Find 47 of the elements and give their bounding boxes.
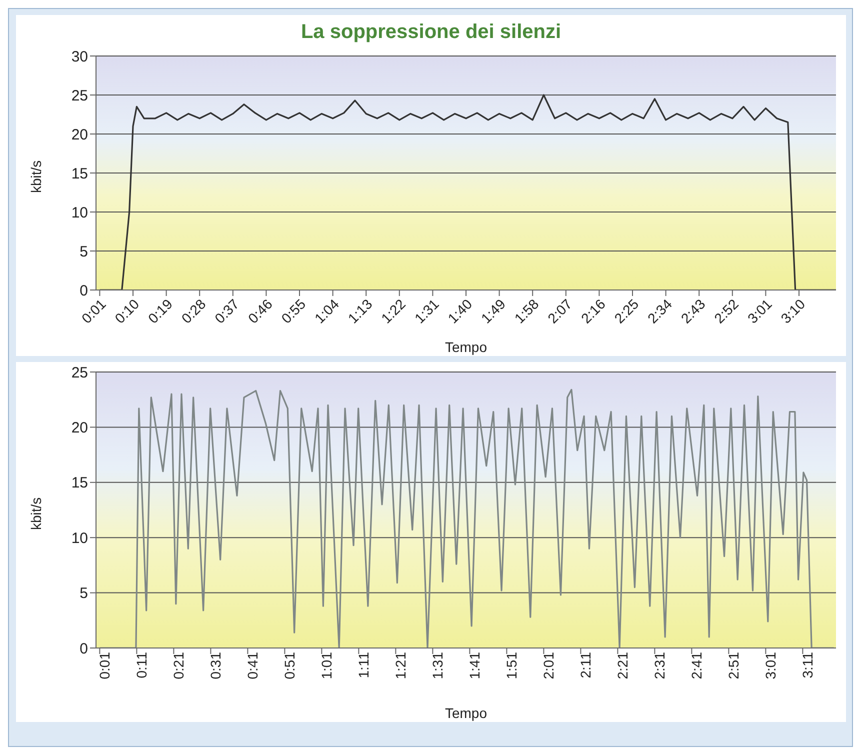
x-tick-label: 1:11 [356,652,372,678]
y-axis-title: kbit/s [28,497,44,530]
x-tick-label: 1:41 [466,652,483,680]
x-axis-title: Tempo [444,339,488,355]
x-tick-label: 2:41 [688,652,705,680]
x-tick-label: 0:28 [178,296,209,326]
x-tick-label: 0:21 [170,652,187,680]
y-tick-label: 0 [80,640,88,658]
x-tick-label: 0:01 [96,652,113,680]
x-tick-label: 0:41 [244,652,261,680]
chart-title: La soppressione dei silenzi [300,20,562,45]
x-tick-label: 3:11 [800,652,816,678]
x-tick-label: 2:51 [726,652,742,680]
x-tick-label: 2:31 [652,652,668,680]
y-tick-label: 20 [71,126,88,144]
y-tick-label: 5 [80,243,88,260]
x-tick-label: 1:31 [411,296,442,326]
line-series [98,94,836,290]
x-tick-label: 0:51 [282,652,298,680]
y-axis-title: kbit/s [28,160,44,193]
x-tick-label: 1:31 [430,652,446,680]
x-tick-label: 0:31 [208,652,224,680]
x-tick-label: 3:10 [778,296,808,326]
x-tick-label: 1:01 [318,652,335,680]
y-tick-label: 30 [71,48,88,66]
y-tick-label: 20 [71,420,88,437]
y-tick-label: 15 [71,165,88,182]
x-tick-label: 1:21 [392,652,409,680]
x-tick-label: 2:21 [614,652,631,680]
y-tick-label: 5 [80,585,88,602]
y-tick-label: 10 [71,530,88,547]
x-tick-label: 3:01 [744,296,775,326]
x-tick-label: 2:01 [540,652,557,680]
x-tick-label: 1:51 [504,652,520,680]
x-axis-title: Tempo [444,705,488,721]
y-tick-label: 10 [71,204,88,222]
line-series [98,388,835,648]
x-tick-label: 0:11 [134,652,150,678]
y-tick-label: 25 [71,364,88,382]
x-tick-label: 0:46 [244,296,276,326]
x-tick-label: 0:19 [144,296,176,326]
x-tick-label: 0:55 [278,296,309,326]
x-tick-label: 2:11 [578,652,594,678]
y-tick-label: 15 [71,474,88,492]
x-tick-label: 0:10 [112,296,142,326]
y-tick-label: 25 [71,87,88,104]
x-tick-label: 3:01 [762,652,779,680]
